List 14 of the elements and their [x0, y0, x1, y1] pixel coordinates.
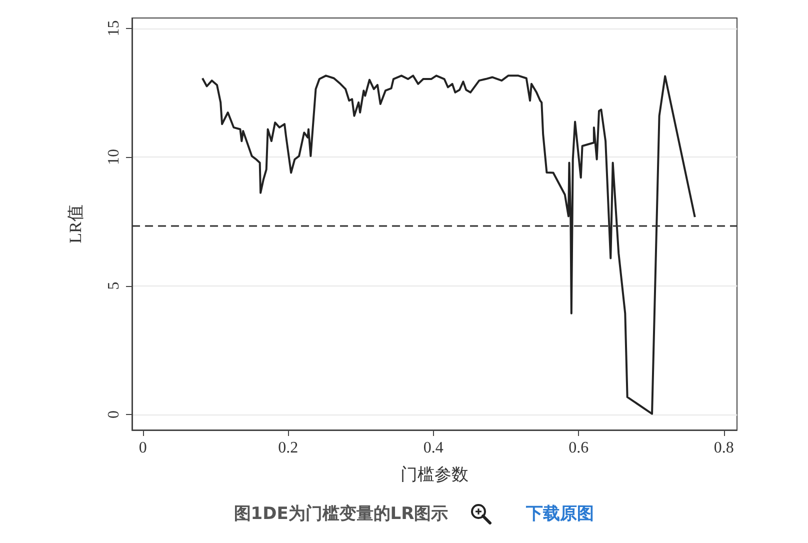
- x-tick-label: 0.6: [568, 440, 589, 456]
- y-tick-label: 5: [106, 282, 122, 290]
- caption: 图1DE为门槛变量的LR图示: [234, 503, 448, 525]
- line-series: [201, 74, 696, 415]
- text: 下载原图: [526, 503, 594, 525]
- x-tick-label: 0.8: [714, 440, 734, 456]
- y-tick-label: 0: [106, 410, 122, 419]
- y-tick-label: 10: [106, 149, 122, 166]
- y-tick-label: 15: [106, 20, 122, 36]
- y-axis-title: LR值: [66, 204, 85, 244]
- x-axis-title: 门槛参数: [400, 465, 468, 484]
- x-tick-label: 0.4: [423, 440, 444, 456]
- x-tick-label: 0.2: [278, 440, 298, 456]
- x-tick-label: 0: [138, 440, 147, 456]
